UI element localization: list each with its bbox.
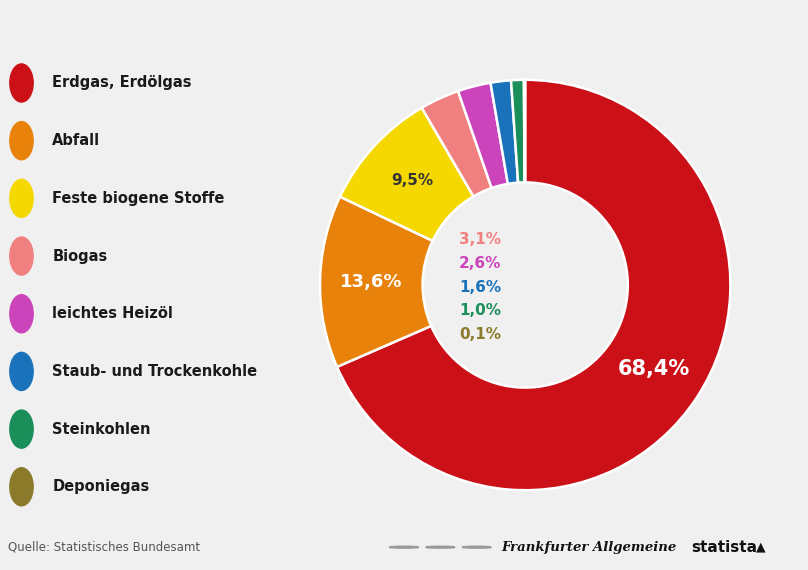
Text: statista: statista [691,540,757,555]
Circle shape [10,64,33,102]
Wedge shape [511,80,524,182]
Circle shape [10,410,33,448]
Text: 68,4%: 68,4% [618,359,690,380]
Wedge shape [340,108,473,241]
Wedge shape [490,80,518,184]
Circle shape [10,468,33,506]
Wedge shape [458,83,508,188]
Wedge shape [422,91,491,197]
Text: leichtes Heizöl: leichtes Heizöl [53,306,173,321]
Text: 0,1%: 0,1% [459,327,501,342]
Text: 1,0%: 1,0% [459,303,501,318]
Circle shape [10,180,33,217]
Text: Biogas: Biogas [53,249,107,263]
Text: Abfall: Abfall [53,133,100,148]
Text: Steinkohlen: Steinkohlen [53,422,151,437]
Text: 9,5%: 9,5% [391,173,433,188]
Text: ▲: ▲ [755,541,765,553]
Text: 2,6%: 2,6% [459,256,501,271]
Circle shape [10,121,33,160]
Wedge shape [524,80,525,182]
Circle shape [10,352,33,390]
Text: 13,6%: 13,6% [340,274,402,291]
Circle shape [10,237,33,275]
Text: Erdgas, Erdölgas: Erdgas, Erdölgas [53,75,191,91]
Text: Deponiegas: Deponiegas [53,479,149,494]
Text: 1,6%: 1,6% [459,279,501,295]
Text: Staub- und Trockenkohle: Staub- und Trockenkohle [53,364,257,379]
Text: Feste biogene Stoffe: Feste biogene Stoffe [53,191,225,206]
Wedge shape [320,197,432,367]
Text: Frankfurter Allgemeine: Frankfurter Allgemeine [501,541,676,553]
Circle shape [10,295,33,333]
Text: 3,1%: 3,1% [459,233,501,247]
Text: Quelle: Statistisches Bundesamt: Quelle: Statistisches Bundesamt [8,541,200,553]
Wedge shape [337,80,730,490]
